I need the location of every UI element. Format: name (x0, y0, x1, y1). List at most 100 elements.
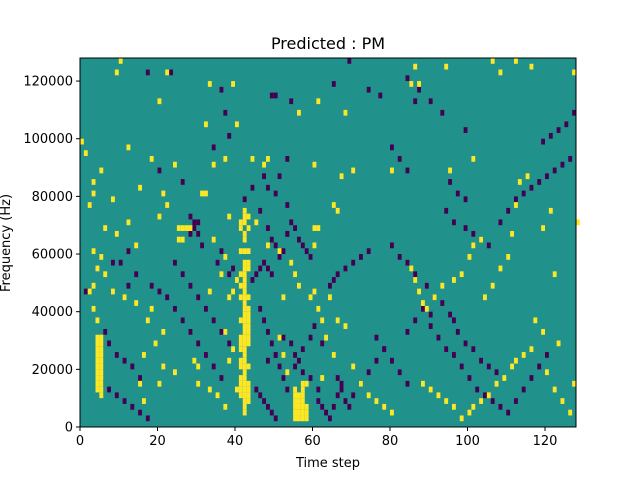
heatmap-cell-low (467, 375, 472, 381)
heatmap-cell-high (366, 392, 371, 399)
heatmap-cell-high (211, 236, 216, 243)
heatmap-cell-low (297, 236, 301, 243)
heatmap-cell-low (83, 288, 88, 295)
heatmap-cell-low (293, 225, 297, 231)
heatmap-cell-high (196, 363, 201, 370)
heatmap-cell-high (238, 271, 243, 278)
heatmap-cell-low (514, 196, 518, 203)
heatmap-cell-low (219, 86, 224, 93)
heatmap-cell-high (200, 190, 204, 197)
heatmap-cell-low (273, 352, 278, 358)
heatmap-cell-high (238, 317, 243, 324)
heatmap-cell-high (242, 386, 247, 393)
heatmap-cell-high (541, 225, 545, 231)
heatmap-cell-low (192, 225, 197, 231)
heatmap-cell-high (149, 305, 154, 312)
heatmap-cell-high (242, 300, 247, 306)
heatmap-cell-low (494, 369, 499, 376)
y-tick-label: 40000 (32, 305, 73, 320)
heatmap-cell-low (405, 75, 410, 82)
heatmap-cell-low (180, 179, 185, 185)
heatmap-cell-high (227, 213, 232, 220)
heatmap-cell-high (103, 225, 108, 231)
heatmap-cell-low (397, 254, 402, 260)
heatmap-cell-high (312, 161, 317, 168)
heatmap-cell-high (467, 409, 472, 416)
chart-title: Predicted : PM (271, 34, 385, 53)
heatmap-cell-low (556, 127, 561, 133)
heatmap-cell-low (564, 121, 569, 128)
heatmap-cell-low (227, 340, 232, 347)
heatmap-cell-high (300, 392, 305, 399)
heatmap-cell-high (238, 248, 243, 255)
heatmap-cell-high (498, 265, 503, 272)
heatmap-cell-high (238, 375, 243, 381)
heatmap-cell-low (529, 375, 534, 381)
heatmap-cell-high (111, 288, 115, 295)
heatmap-cell-low (250, 184, 255, 191)
heatmap-cell-low (211, 144, 216, 151)
heatmap-cell-low (463, 340, 468, 347)
heatmap-cell-high (122, 294, 127, 301)
heatmap-cell-low (308, 254, 313, 260)
heatmap-cell-low (285, 202, 290, 208)
heatmap-cell-high (436, 392, 441, 399)
heatmap-cell-high (242, 277, 247, 283)
heatmap-cell-low (277, 363, 282, 370)
y-tick-label: 80000 (32, 190, 73, 205)
heatmap-cell-high (238, 380, 243, 387)
heatmap-cell-high (242, 357, 247, 364)
heatmap-cell-high (111, 196, 115, 203)
heatmap-cell-low (448, 311, 452, 318)
heatmap-cell-high (421, 300, 425, 306)
heatmap-cell-high (421, 380, 425, 387)
heatmap-cell-high (246, 323, 251, 329)
heatmap-cell-low (463, 196, 468, 203)
heatmap-cell-high (99, 363, 104, 370)
y-axis: 0 20000 40000 60000 80000 100000 120000 (23, 75, 80, 436)
heatmap-cell-low (281, 375, 286, 381)
x-tick-label: 0 (76, 434, 84, 449)
heatmap-cell-low (331, 403, 336, 410)
heatmap-cell-high (242, 398, 247, 404)
heatmap-cell-low (455, 328, 460, 335)
heatmap-cell-low (180, 317, 185, 324)
heatmap-cell-low (231, 265, 235, 272)
heatmap-cell-low (537, 363, 542, 370)
heatmap-cell-high (246, 213, 251, 220)
heatmap-cell-high (320, 317, 325, 324)
heatmap-cell-high (316, 225, 321, 231)
heatmap-cell-high (242, 236, 247, 243)
heatmap-cell-high (157, 213, 162, 220)
heatmap-cell-low (572, 109, 576, 116)
heatmap-cell-high (246, 380, 251, 387)
heatmap-cell-low (196, 294, 201, 301)
heatmap-cell-high (568, 409, 573, 416)
heatmap-cell-low (486, 242, 491, 249)
heatmap-cell-high (510, 230, 514, 237)
heatmap-cell-high (246, 248, 251, 255)
heatmap-cell-high (552, 386, 557, 393)
heatmap-cell-high (99, 334, 104, 341)
heatmap-cell-low (122, 398, 127, 404)
heatmap-cell-high (165, 69, 170, 76)
heatmap-cell-low (173, 259, 177, 266)
heatmap-cell-high (126, 219, 131, 226)
heatmap-cell-low (545, 352, 549, 358)
heatmap-cell-low (157, 167, 162, 174)
heatmap-cell-high (242, 294, 247, 301)
heatmap-cell-high (331, 352, 336, 358)
heatmap-cell-low (320, 340, 325, 347)
heatmap-cell-low (273, 415, 278, 422)
heatmap-cell-high (444, 398, 449, 404)
heatmap-cell-low (196, 340, 201, 347)
heatmap-cell-high (246, 328, 251, 335)
heatmap-cell-low (463, 127, 468, 133)
heatmap-cell-high (502, 375, 507, 381)
heatmap-cell-high (490, 282, 495, 289)
heatmap-cell-high (242, 219, 247, 226)
heatmap-cell-high (521, 352, 526, 358)
heatmap-cell-high (459, 271, 464, 278)
heatmap-cell-high (312, 225, 317, 231)
heatmap-cell-high (486, 392, 491, 399)
